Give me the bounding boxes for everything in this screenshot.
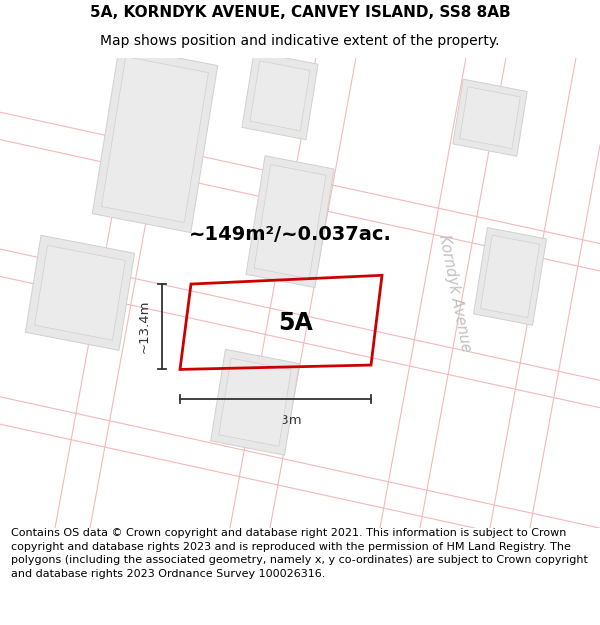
Text: Map shows position and indicative extent of the property.: Map shows position and indicative extent… (100, 34, 500, 48)
Polygon shape (211, 349, 299, 455)
Polygon shape (473, 228, 547, 325)
Polygon shape (219, 358, 291, 446)
Text: ~13.4m: ~13.4m (137, 300, 151, 354)
Polygon shape (242, 52, 318, 140)
Polygon shape (25, 235, 134, 351)
Text: ~17.3m: ~17.3m (248, 414, 302, 428)
Text: ~149m²/~0.037ac.: ~149m²/~0.037ac. (188, 225, 391, 244)
Polygon shape (250, 61, 310, 131)
Text: Contains OS data © Crown copyright and database right 2021. This information is : Contains OS data © Crown copyright and d… (11, 528, 587, 579)
Polygon shape (92, 46, 218, 232)
Polygon shape (101, 57, 208, 222)
Text: 5A, KORNDYK AVENUE, CANVEY ISLAND, SS8 8AB: 5A, KORNDYK AVENUE, CANVEY ISLAND, SS8 8… (89, 5, 511, 20)
Polygon shape (453, 79, 527, 156)
Polygon shape (246, 156, 334, 288)
Text: 5A: 5A (278, 311, 313, 336)
Polygon shape (481, 235, 539, 318)
Polygon shape (460, 87, 520, 149)
Polygon shape (254, 164, 326, 279)
Polygon shape (35, 246, 125, 340)
Text: Korndyk Avenue: Korndyk Avenue (436, 232, 474, 353)
